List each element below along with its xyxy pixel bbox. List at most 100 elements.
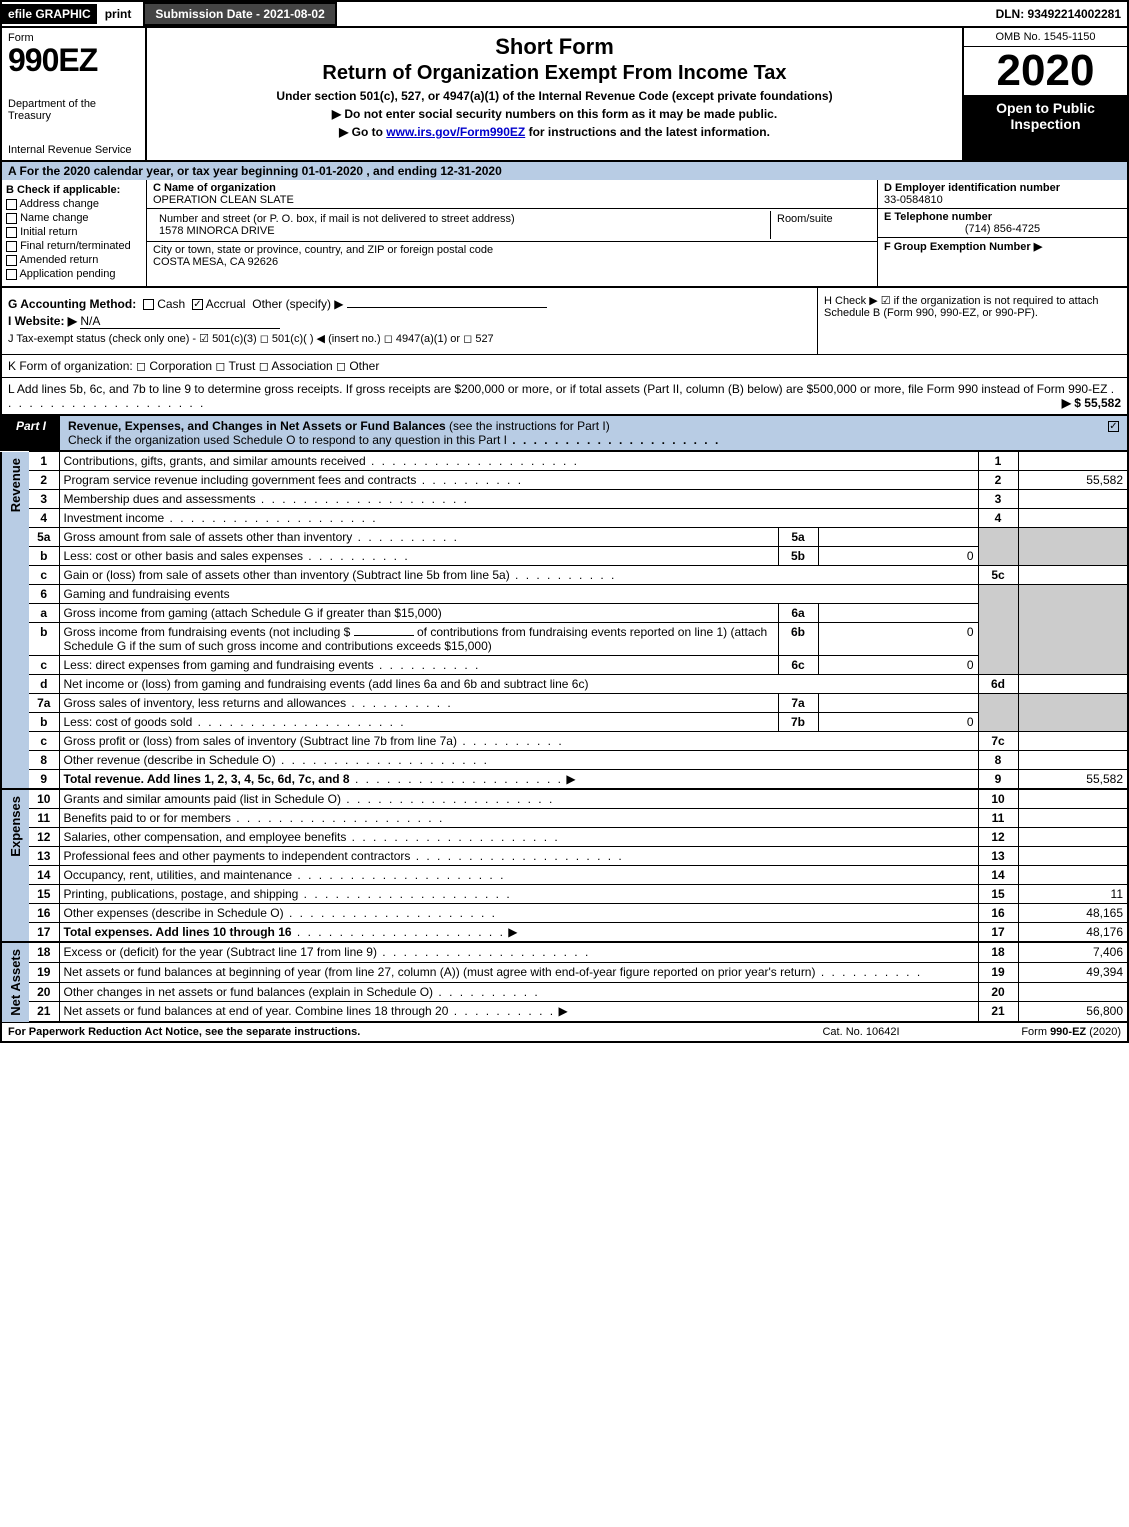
label-accounting: G Accounting Method: — [8, 297, 136, 311]
amt-1 — [1018, 452, 1128, 471]
top-bar: efile GRAPHIC print Submission Date - 20… — [0, 0, 1129, 28]
amt-11 — [1018, 809, 1128, 828]
ln-2: 2 — [29, 471, 59, 490]
subtitle-section: Under section 501(c), 527, or 4947(a)(1)… — [155, 89, 954, 103]
goto-post: for instructions and the latest informat… — [525, 125, 770, 139]
ln-6: 6 — [29, 585, 59, 604]
box-l-text: L Add lines 5b, 6c, and 7b to line 9 to … — [8, 382, 1107, 396]
room-suite: Room/suite — [771, 211, 871, 239]
ln-11: 11 — [29, 809, 59, 828]
dln: DLN: 93492214002281 — [990, 4, 1127, 24]
ln-8: 8 — [29, 751, 59, 770]
form-990ez-page: efile GRAPHIC print Submission Date - 20… — [0, 0, 1129, 1043]
box-j: J Tax-exempt status (check only one) - ☑… — [8, 332, 811, 345]
arrow-icon: ▶ — [508, 925, 517, 939]
box-k: K Form of organization: ◻ Corporation ◻ … — [0, 355, 1129, 378]
amt-17: 48,176 — [1018, 923, 1128, 943]
city-state-zip: COSTA MESA, CA 92626 — [153, 256, 871, 268]
website-value: N/A — [80, 314, 280, 329]
amt-8 — [1018, 751, 1128, 770]
ln-9: 9 — [29, 770, 59, 790]
ln-3: 3 — [29, 490, 59, 509]
form-number: 990EZ — [8, 44, 139, 76]
title-short-form: Short Form — [155, 34, 954, 60]
efile-label: efile GRAPHIC — [2, 4, 97, 24]
info-grid: B Check if applicable: Address change Na… — [0, 180, 1129, 288]
subamt-6c: 0 — [818, 656, 978, 675]
label-city: City or town, state or province, country… — [153, 244, 871, 256]
amt-14 — [1018, 866, 1128, 885]
header-right: OMB No. 1545-1150 2020 Open to Public In… — [962, 28, 1127, 160]
org-name: OPERATION CLEAN SLATE — [153, 194, 871, 206]
box-l: L Add lines 5b, 6c, and 7b to line 9 to … — [0, 378, 1129, 416]
amt-16: 48,165 — [1018, 904, 1128, 923]
chk-name-change[interactable]: Name change — [6, 212, 142, 224]
amt-15: 11 — [1018, 885, 1128, 904]
subamt-5a — [818, 528, 978, 547]
chk-final-return[interactable]: Final return/terminated — [6, 240, 142, 252]
form-ref: Form 990-EZ (2020) — [961, 1026, 1121, 1038]
ln-18: 18 — [29, 942, 59, 962]
amt-2: 55,582 — [1018, 471, 1128, 490]
print-link[interactable]: print — [97, 4, 140, 24]
amt-21: 56,800 — [1018, 1002, 1128, 1022]
ln-5c: c — [29, 566, 59, 585]
chk-cash[interactable] — [143, 299, 154, 310]
section-ghij: G Accounting Method: Cash ✓ Accrual Othe… — [0, 288, 1129, 355]
header-left: Form 990EZ Department of the Treasury In… — [2, 28, 147, 160]
ln-1: 1 — [29, 452, 59, 471]
department: Department of the Treasury — [8, 98, 139, 122]
submission-date: Submission Date - 2021-08-02 — [143, 2, 336, 26]
period-strip: A For the 2020 calendar year, or tax yea… — [0, 162, 1129, 180]
paperwork-notice: For Paperwork Reduction Act Notice, see … — [8, 1026, 761, 1038]
ln-16: 16 — [29, 904, 59, 923]
amt-4 — [1018, 509, 1128, 528]
part-i-tag: Part I — [2, 416, 60, 450]
label-website: I Website: ▶ — [8, 314, 77, 328]
ln-7b: b — [29, 713, 59, 732]
amt-7c — [1018, 732, 1128, 751]
ln-6d: d — [29, 675, 59, 694]
ln-17: 17 — [29, 923, 59, 943]
street: 1578 MINORCA DRIVE — [159, 225, 764, 237]
revenue-table: Revenue 1 Contributions, gifts, grants, … — [0, 451, 1129, 1022]
goto-pre: ▶ Go to — [339, 125, 386, 139]
ln-19: 19 — [29, 962, 59, 982]
amt-13 — [1018, 847, 1128, 866]
subamt-6b: 0 — [818, 623, 978, 656]
arrow-icon: ▶ — [558, 1004, 567, 1018]
part-i-title: Revenue, Expenses, and Changes in Net As… — [60, 416, 1100, 450]
amt-20 — [1018, 982, 1128, 1002]
side-net-assets: Net Assets — [6, 945, 25, 1020]
label-group-exemption: F Group Exemption Number ▶ — [884, 241, 1042, 253]
chk-initial-return[interactable]: Initial return — [6, 226, 142, 238]
amt-6d — [1018, 675, 1128, 694]
chk-address-change[interactable]: Address change — [6, 198, 142, 210]
amt-10 — [1018, 789, 1128, 809]
side-revenue: Revenue — [6, 454, 25, 516]
label-street: Number and street (or P. O. box, if mail… — [159, 213, 764, 225]
irs-link[interactable]: www.irs.gov/Form990EZ — [386, 125, 525, 139]
page-footer: For Paperwork Reduction Act Notice, see … — [0, 1022, 1129, 1043]
part-i-checkbox[interactable]: ✓ — [1108, 421, 1119, 432]
amt-19: 49,394 — [1018, 962, 1128, 982]
open-to-public: Open to Public Inspection — [964, 96, 1127, 160]
amt-5c — [1018, 566, 1128, 585]
chk-amended[interactable]: Amended return — [6, 254, 142, 266]
ln-4: 4 — [29, 509, 59, 528]
ln-6b: b — [29, 623, 59, 656]
subamt-5b: 0 — [818, 547, 978, 566]
header-center: Short Form Return of Organization Exempt… — [147, 28, 962, 160]
amt-3 — [1018, 490, 1128, 509]
ln-13: 13 — [29, 847, 59, 866]
chk-application-pending[interactable]: Application pending — [6, 268, 142, 280]
subtitle-ssn: ▶ Do not enter social security numbers o… — [155, 107, 954, 121]
ln-12: 12 — [29, 828, 59, 847]
label-phone: E Telephone number — [884, 211, 1121, 223]
ln-7a: 7a — [29, 694, 59, 713]
part-i-header: Part I Revenue, Expenses, and Changes in… — [0, 416, 1129, 451]
chk-accrual[interactable]: ✓ — [192, 299, 203, 310]
subamt-7b: 0 — [818, 713, 978, 732]
ln-14: 14 — [29, 866, 59, 885]
amt-18: 7,406 — [1018, 942, 1128, 962]
